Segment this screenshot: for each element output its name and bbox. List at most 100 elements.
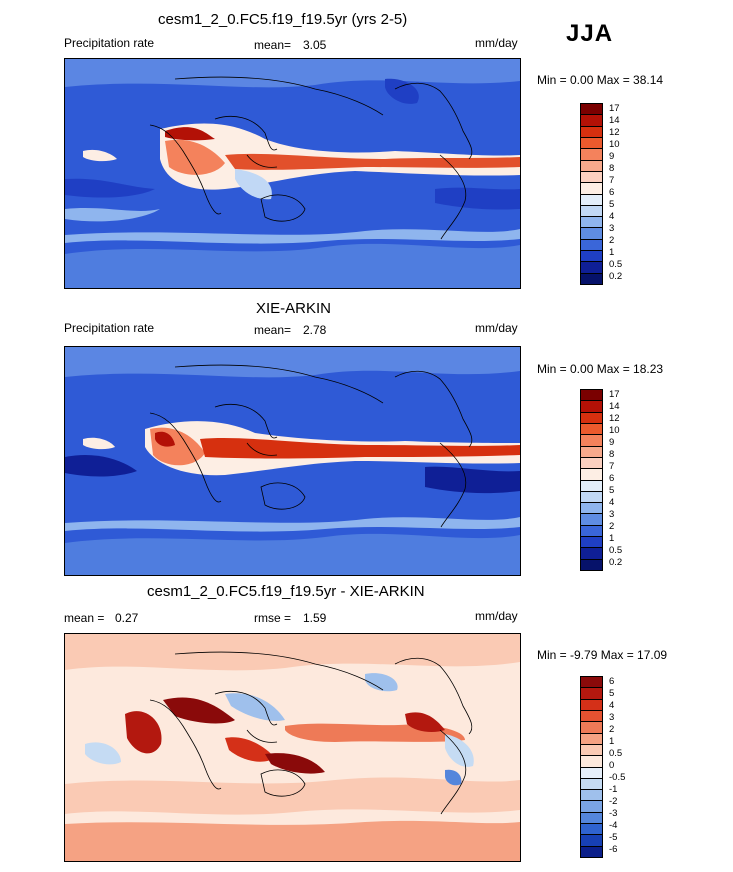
colorbar-tick-label: -2 xyxy=(609,796,618,808)
colorbar-bin xyxy=(581,835,602,847)
colorbar-bin xyxy=(581,503,602,515)
colorbar-tick-label: 7 xyxy=(609,461,615,473)
colorbar-tick-label: 8 xyxy=(609,163,615,175)
colorbar-tick-label: 10 xyxy=(609,425,620,437)
colorbar-tick-label: 12 xyxy=(609,127,620,139)
panel3-title: cesm1_2_0.FC5.f19_f19.5yr - XIE-ARKIN xyxy=(147,583,425,600)
colorbar-bin xyxy=(581,846,602,857)
colorbar-tick-label: -4 xyxy=(609,820,618,832)
panel2-title: XIE-ARKIN xyxy=(256,300,332,317)
panel2-minmax: Min = 0.00 Max = 18.23 xyxy=(537,362,664,376)
panel1-colorbar xyxy=(580,103,603,285)
colorbar-bin xyxy=(581,790,602,802)
colorbar-tick-label: 0.5 xyxy=(609,259,623,271)
panel1-minmax: Min = 0.00 Max = 38.14 xyxy=(537,73,664,87)
colorbar-tick-label: 3 xyxy=(609,223,615,235)
colorbar-tick-label: -6 xyxy=(609,844,618,856)
colorbar-bin xyxy=(581,126,602,138)
colorbar-tick-label: 17 xyxy=(609,389,620,401)
colorbar-bin xyxy=(581,401,602,413)
panel2-colorbar-ticks: 17 14 12 10 9 8 7 6 5 4 3 2 1 0.5 0.2 xyxy=(609,389,622,569)
colorbar-bin xyxy=(581,801,602,813)
panel2-mean-label: mean= xyxy=(254,323,292,337)
colorbar-tick-label: 1 xyxy=(609,736,615,748)
colorbar-tick-label: -3 xyxy=(609,808,618,820)
colorbar-bin xyxy=(581,537,602,549)
colorbar-tick-label: 10 xyxy=(609,139,620,151)
panel3-colorbar-ticks: 6 5 4 3 2 1 0.5 0 -0.5 -1 -2 -3 -4 -5 -6 xyxy=(609,676,625,856)
colorbar-tick-label: 17 xyxy=(609,103,620,115)
colorbar-tick-label: 14 xyxy=(609,115,620,127)
panel3-rmse-label: rmse = xyxy=(254,611,292,625)
colorbar-tick-label: 9 xyxy=(609,437,615,449)
panel1-variable-label: Precipitation rate xyxy=(64,36,155,50)
colorbar-tick-label: 2 xyxy=(609,521,615,533)
panel2-units: mm/day xyxy=(475,321,518,335)
panel1-mean-label: mean= xyxy=(254,38,292,52)
colorbar-tick-label: 6 xyxy=(609,676,615,688)
colorbar-bin xyxy=(581,710,602,723)
colorbar-tick-label: 1 xyxy=(609,247,615,259)
colorbar-bin xyxy=(581,733,602,745)
colorbar-bin xyxy=(581,239,602,252)
colorbar-tick-label: 0.5 xyxy=(609,545,623,557)
colorbar-bin xyxy=(581,688,602,700)
colorbar-tick-label: 7 xyxy=(609,175,615,187)
panel1-units: mm/day xyxy=(475,36,518,50)
colorbar-bin xyxy=(581,171,602,184)
colorbar-bin xyxy=(581,457,602,470)
colorbar-bin xyxy=(581,525,602,538)
colorbar-bin xyxy=(581,194,602,206)
panel3-mean-value: 0.27 xyxy=(115,611,139,625)
colorbar-bin xyxy=(581,412,602,424)
colorbar-tick-label: 5 xyxy=(609,485,615,497)
panel3-rmse-value: 1.59 xyxy=(303,611,327,625)
colorbar-bin xyxy=(581,480,602,492)
colorbar-bin xyxy=(581,559,602,570)
colorbar-bin xyxy=(581,262,602,274)
colorbar-tick-label: 4 xyxy=(609,700,615,712)
panel3-colorbar xyxy=(580,676,603,858)
colorbar-tick-label: 3 xyxy=(609,712,615,724)
panel3-units: mm/day xyxy=(475,609,518,623)
colorbar-tick-label: 4 xyxy=(609,497,615,509)
colorbar-tick-label: 2 xyxy=(609,235,615,247)
panel1-map xyxy=(64,58,521,289)
panel1-title: cesm1_2_0.FC5.f19_f19.5yr (yrs 2-5) xyxy=(158,11,408,28)
colorbar-bin xyxy=(581,548,602,560)
colorbar-bin xyxy=(581,824,602,836)
colorbar-bin xyxy=(581,137,602,150)
panel3-mean-label: mean = xyxy=(64,611,105,625)
colorbar-tick-label: 5 xyxy=(609,688,615,700)
panel3-minmax: Min = -9.79 Max = 17.09 xyxy=(537,648,668,662)
colorbar-bin xyxy=(581,514,602,526)
colorbar-bin xyxy=(581,812,602,825)
colorbar-bin xyxy=(581,183,602,195)
colorbar-bin xyxy=(581,104,602,116)
colorbar-tick-label: 2 xyxy=(609,724,615,736)
colorbar-bin xyxy=(581,205,602,218)
colorbar-bin xyxy=(581,446,602,458)
colorbar-bin xyxy=(581,423,602,436)
colorbar-bin xyxy=(581,767,602,779)
colorbar-tick-label: 0.2 xyxy=(609,271,623,283)
colorbar-tick-label: 3 xyxy=(609,509,615,521)
colorbar-bin xyxy=(581,273,602,284)
colorbar-tick-label: 0.5 xyxy=(609,748,623,760)
colorbar-bin xyxy=(581,699,602,711)
panel2-mean-value: 2.78 xyxy=(303,323,327,337)
colorbar-tick-label: 4 xyxy=(609,211,615,223)
colorbar-bin xyxy=(581,115,602,127)
colorbar-tick-label: 12 xyxy=(609,413,620,425)
colorbar-tick-label: 0 xyxy=(609,760,615,772)
season-label: JJA xyxy=(566,20,614,47)
colorbar-bin xyxy=(581,778,602,791)
colorbar-tick-label: -1 xyxy=(609,784,618,796)
colorbar-bin xyxy=(581,149,602,161)
panel2-colorbar xyxy=(580,389,603,571)
colorbar-bin xyxy=(581,744,602,757)
panel3-map xyxy=(64,633,521,862)
colorbar-bin xyxy=(581,677,602,689)
panel2-variable-label: Precipitation rate xyxy=(64,321,155,335)
colorbar-bin xyxy=(581,722,602,734)
